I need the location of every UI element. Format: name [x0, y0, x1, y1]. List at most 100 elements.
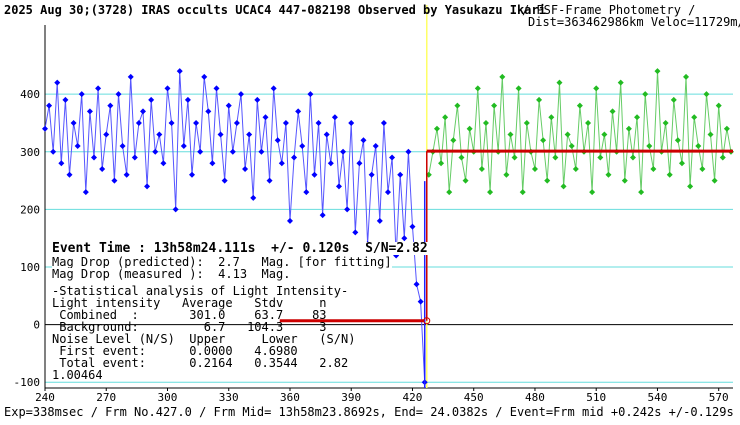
data-point-before [401, 235, 408, 242]
data-point-before [331, 114, 338, 121]
data-point-before [319, 212, 326, 219]
data-point-before [233, 119, 240, 126]
data-point-before [74, 143, 81, 149]
data-point-before [303, 189, 310, 196]
first-event-row: First event: 0.0000 4.6980 [52, 344, 298, 358]
stats-background-row: Background: 6.7 104.3 3 [52, 320, 327, 334]
data-point-before [295, 108, 302, 115]
data-point-after [499, 73, 506, 80]
data-point-after [503, 171, 510, 178]
y-tick-label: 300 [20, 146, 40, 159]
y-tick-label: 0 [33, 319, 40, 332]
data-point-before [54, 79, 61, 86]
data-point-after [446, 189, 453, 196]
data-point-after [544, 177, 551, 184]
data-point-before [225, 102, 232, 109]
data-point-before [344, 206, 351, 213]
data-point-before [409, 223, 416, 230]
data-point-after [699, 166, 706, 173]
data-point-after [458, 154, 465, 161]
data-point-after [621, 177, 628, 184]
data-point-before [66, 171, 73, 178]
data-point-before [229, 148, 236, 155]
data-point-before [201, 73, 208, 80]
data-point-after [634, 114, 641, 121]
data-point-before [209, 160, 216, 167]
data-point-before [103, 131, 110, 138]
data-point-after [670, 96, 677, 103]
data-point-after [711, 177, 718, 184]
data-point-before [299, 143, 306, 149]
total-event-row: Total event: 0.2164 0.3544 2.82 [52, 356, 349, 370]
data-point-before [311, 171, 318, 178]
data-point-before [127, 73, 134, 80]
data-point-after [638, 189, 645, 196]
data-point-after [642, 91, 649, 98]
data-point-before [95, 85, 102, 92]
data-point-after [674, 137, 681, 144]
data-point-before [254, 96, 261, 103]
data-point-after [438, 160, 445, 167]
data-point-after [601, 131, 608, 138]
data-point-before [180, 143, 187, 149]
data-point-after [609, 108, 616, 115]
data-point-before [282, 119, 289, 126]
data-point-before [172, 206, 179, 213]
data-point-before [246, 131, 253, 138]
x-tick-label: 240 [35, 391, 55, 404]
data-point-before [115, 91, 122, 98]
data-point-after [597, 154, 604, 161]
series-line-after [428, 71, 732, 193]
data-point-before [274, 137, 281, 144]
data-point-after [540, 137, 547, 144]
data-point-before [70, 119, 77, 126]
data-point-before [250, 194, 257, 201]
data-point-before [176, 68, 183, 75]
y-tick-label: -100 [14, 376, 41, 389]
data-point-before [384, 189, 391, 196]
data-point-after [576, 102, 583, 109]
data-point-before [135, 119, 142, 126]
data-point-before [266, 177, 273, 184]
data-point-before [131, 154, 138, 161]
chart-title: 2025 Aug 30;(3728) IRAS occults UCAC4 44… [4, 3, 546, 17]
data-point-after [454, 102, 461, 109]
stats-combined-row: Combined : 301.0 63.7 83 [52, 308, 327, 322]
model-marker [423, 317, 431, 325]
data-point-after [511, 154, 518, 161]
data-point-after [629, 154, 636, 161]
data-point-after [715, 102, 722, 109]
data-point-before [242, 166, 249, 173]
data-point-before [291, 154, 298, 161]
data-point-after [654, 68, 661, 75]
data-point-before [58, 160, 65, 167]
data-point-after [491, 102, 498, 109]
data-point-before [107, 102, 114, 109]
data-point-before [188, 171, 195, 178]
data-point-before [86, 108, 93, 115]
x-tick-label: 360 [280, 391, 300, 404]
distance-velocity: Dist=363462986km Veloc=11729m/sec [528, 15, 740, 29]
data-point-before [356, 160, 363, 167]
data-point-before [152, 148, 159, 155]
data-point-after [487, 189, 494, 196]
data-point-before [262, 114, 269, 121]
stats-header-row: Light intensity Average Stdv n [52, 296, 327, 310]
data-point-after [572, 166, 579, 173]
data-point-before [372, 143, 379, 149]
data-point-after [462, 177, 469, 184]
data-point-after [593, 85, 600, 92]
data-point-after [687, 183, 694, 190]
data-point-after [531, 166, 538, 173]
data-point-before [413, 281, 420, 288]
data-point-before [307, 91, 314, 98]
data-point-after [474, 85, 481, 92]
data-point-before [168, 119, 175, 126]
data-point-before [46, 102, 53, 109]
data-point-before [82, 189, 89, 196]
data-point-before [237, 91, 244, 98]
data-point-before [160, 160, 167, 167]
data-point-before [164, 85, 171, 92]
data-point-before [270, 85, 277, 92]
